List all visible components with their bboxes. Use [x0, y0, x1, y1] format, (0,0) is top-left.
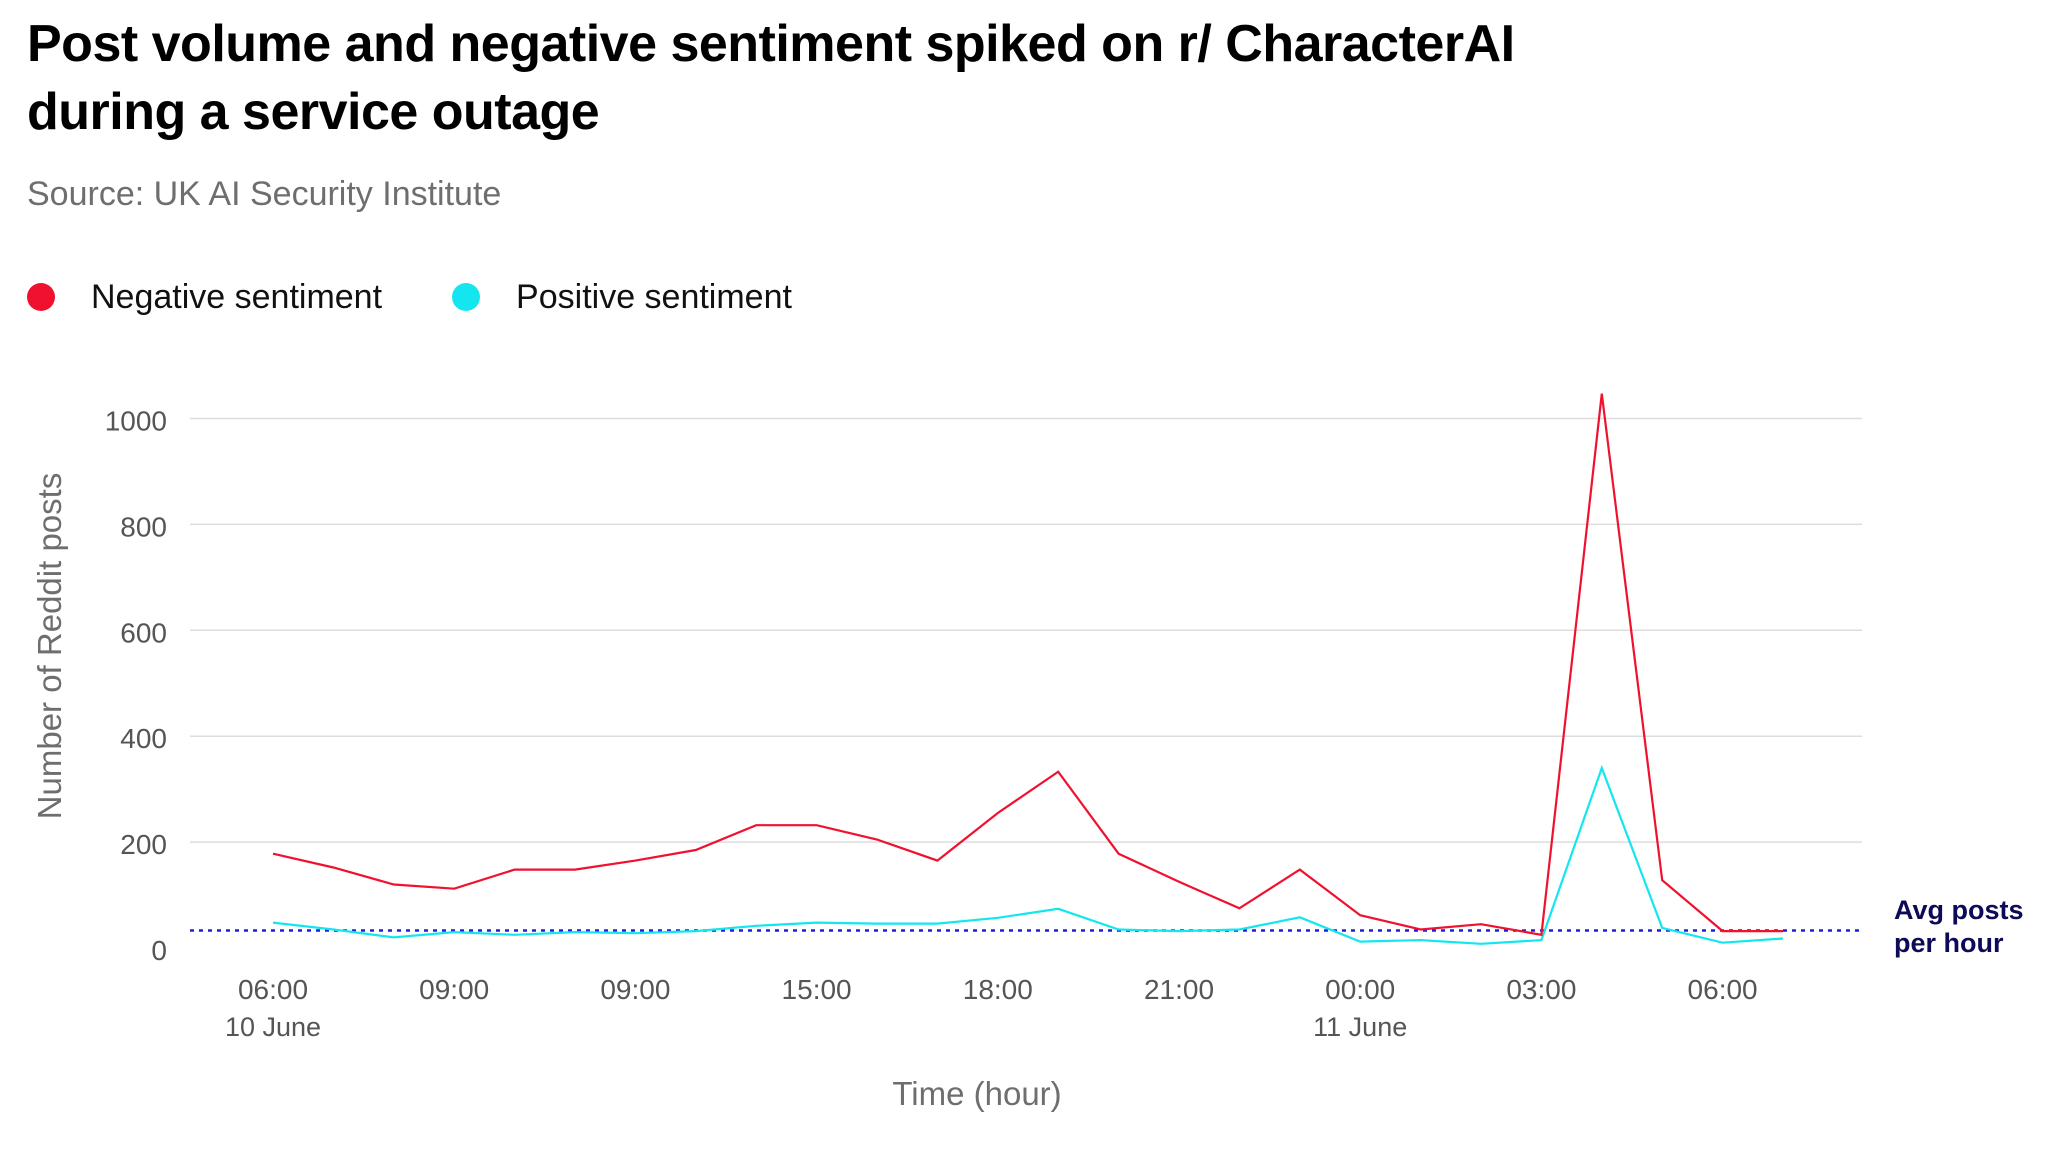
y-tick-label: 1000 — [105, 406, 167, 437]
y-tick-labels: 0 200 400 600 800 1000 — [105, 406, 167, 967]
chart-subtitle: Source: UK AI Security Institute — [27, 175, 502, 213]
legend-label-positive: Positive sentiment — [516, 277, 792, 316]
series-line-positive — [272, 764, 1784, 945]
x-tick-label: 15:00 — [782, 974, 852, 1005]
x-tick-labels: 06:00 10 June 09:00 09:00 15:00 18:00 21:00 00:… — [225, 974, 1758, 1042]
series-lines — [272, 393, 1784, 945]
legend-item-positive: Positive sentiment — [452, 278, 792, 317]
x-tick-label: 18:00 — [963, 974, 1033, 1005]
chart-title: Post volume and negative sentiment spike… — [27, 15, 1515, 141]
x-tick-label: 03:00 — [1506, 974, 1576, 1005]
x-tick-label: 00:00 — [1325, 974, 1395, 1005]
legend-item-negative: Negative sentiment — [27, 278, 382, 317]
legend-swatch-negative — [27, 283, 55, 311]
x-tick-label: 21:00 — [1144, 974, 1214, 1005]
legend-label-negative: Negative sentiment — [91, 277, 383, 316]
x-axis-label: Time (hour) — [892, 1075, 1061, 1112]
x-tick-label: 09:00 — [419, 974, 489, 1005]
y-tick-label: 800 — [120, 511, 167, 542]
x-tick-date-label: 11 June — [1313, 1012, 1407, 1042]
y-tick-label: 600 — [120, 617, 167, 648]
line-chart: 0 200 400 600 800 1000 06:00 10 June 09:00 09:00… — [31, 393, 2024, 1112]
y-tick-label: 0 — [151, 935, 167, 966]
gridlines — [190, 417, 1862, 843]
reference-line-label: Avg posts — [1894, 895, 2024, 925]
y-axis-label: Number of Reddit posts — [31, 473, 68, 820]
series-line-negative — [272, 393, 1783, 937]
x-tick-label: 06:00 — [1688, 974, 1758, 1005]
reference-line-label: per hour — [1894, 928, 2004, 958]
chart-legend: Negative sentiment Positive sentiment — [27, 274, 862, 320]
y-tick-label: 200 — [120, 829, 167, 860]
x-tick-date-label: 10 June — [225, 1012, 321, 1042]
legend-swatch-positive — [452, 283, 481, 311]
y-tick-label: 400 — [120, 723, 167, 754]
x-tick-label: 09:00 — [600, 974, 670, 1005]
x-tick-label: 06:00 — [238, 974, 308, 1005]
